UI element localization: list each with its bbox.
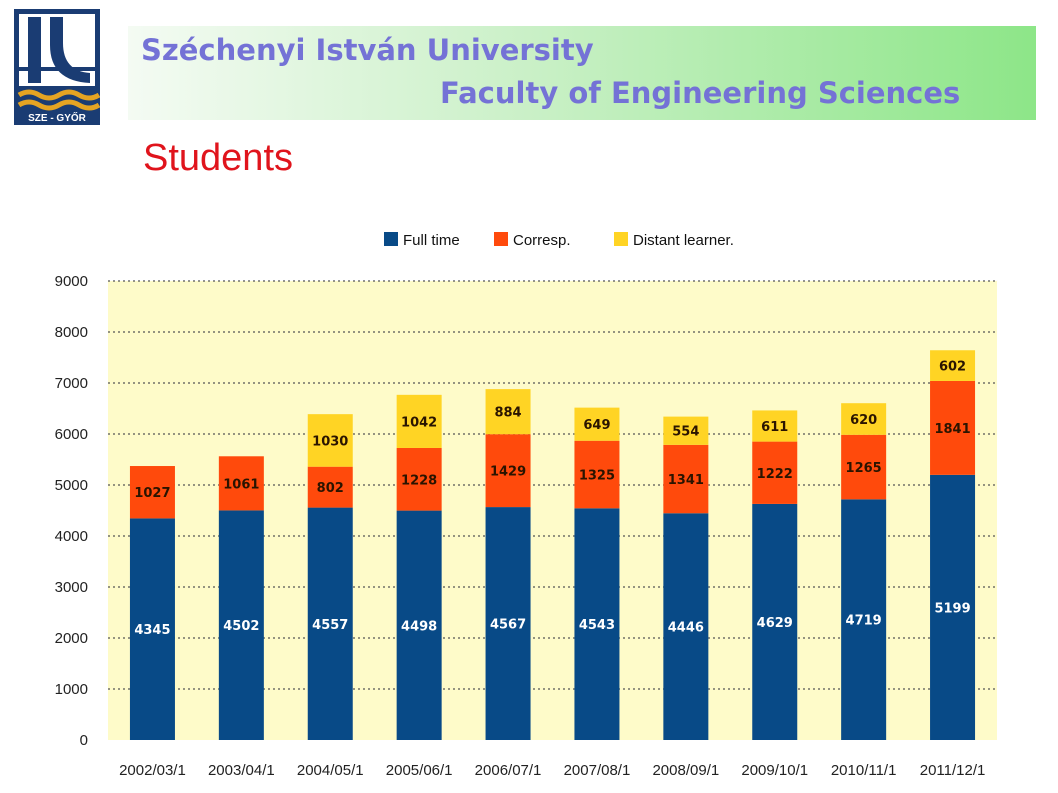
university-name: Széchenyi István University bbox=[141, 33, 594, 67]
data-label: 5199 bbox=[934, 601, 970, 616]
bars: 4345 1027 4502 1061 4557 802 1030 4498 1228 1042 4… bbox=[129, 350, 976, 740]
data-label: 1228 bbox=[401, 473, 437, 488]
y-tick-label: 8000 bbox=[55, 324, 88, 341]
bar-segment bbox=[574, 440, 620, 509]
bar-segment bbox=[574, 407, 620, 441]
legend: Full time Corresp. Distant learner. bbox=[384, 232, 734, 249]
legend-swatch bbox=[494, 232, 508, 246]
data-label: 620 bbox=[850, 413, 877, 428]
x-tick-label: 2009/10/1 bbox=[741, 762, 808, 779]
legend-swatch bbox=[384, 232, 398, 246]
data-label: 4557 bbox=[312, 618, 348, 633]
data-label: 1042 bbox=[401, 415, 437, 430]
bar-segment bbox=[752, 441, 798, 504]
bar-segment bbox=[396, 394, 442, 448]
bar-segment bbox=[396, 447, 442, 511]
legend-label: Full time bbox=[403, 232, 460, 249]
data-label: 1325 bbox=[579, 469, 615, 484]
bar-segment bbox=[485, 507, 531, 740]
data-label: 4629 bbox=[757, 616, 793, 631]
bar-segment bbox=[218, 510, 264, 740]
bar-segment bbox=[663, 444, 709, 514]
sze-gyor-logo: SZE - GYŐR bbox=[14, 9, 100, 125]
data-label: 884 bbox=[494, 406, 521, 421]
x-tick-label: 2010/11/1 bbox=[831, 762, 897, 779]
x-tick-label: 2007/08/1 bbox=[564, 762, 631, 779]
bar-segment bbox=[752, 410, 798, 442]
data-label: 4502 bbox=[223, 619, 259, 634]
header-band bbox=[128, 26, 1036, 120]
data-label: 4498 bbox=[401, 619, 437, 634]
data-label: 1841 bbox=[934, 422, 970, 437]
bar-segment bbox=[129, 466, 175, 519]
x-tick-label: 2008/09/1 bbox=[652, 762, 719, 779]
bar-segment bbox=[663, 416, 709, 445]
x-tick-label: 2011/12/1 bbox=[920, 762, 986, 779]
y-tick-label: 6000 bbox=[55, 426, 88, 443]
slide-title: Students bbox=[143, 137, 293, 179]
data-label: 4446 bbox=[668, 621, 704, 636]
data-label: 554 bbox=[672, 425, 699, 440]
data-label: 4719 bbox=[846, 614, 882, 629]
bar-segment bbox=[307, 414, 353, 467]
y-tick-label: 2000 bbox=[55, 630, 88, 647]
bar-segment bbox=[752, 503, 798, 740]
bar-segment bbox=[307, 466, 353, 508]
y-tick-label: 3000 bbox=[55, 579, 88, 596]
bar-segment bbox=[930, 380, 976, 475]
bar-segment bbox=[396, 510, 442, 740]
data-label: 1429 bbox=[490, 465, 526, 480]
data-label: 1265 bbox=[846, 461, 882, 476]
data-label: 1222 bbox=[757, 467, 793, 482]
bar-segment bbox=[841, 403, 887, 435]
faculty-name: Faculty of Engineering Sciences bbox=[440, 76, 961, 110]
x-tick-label: 2003/04/1 bbox=[208, 762, 275, 779]
y-tick-label: 4000 bbox=[55, 528, 88, 545]
bar-segment bbox=[574, 508, 620, 740]
legend-label: Corresp. bbox=[513, 232, 571, 249]
x-tick-label: 2005/06/1 bbox=[386, 762, 453, 779]
bar-segment bbox=[307, 507, 353, 740]
x-tick-label: 2002/03/1 bbox=[119, 762, 186, 779]
bar-segment bbox=[930, 474, 976, 740]
y-tick-label: 7000 bbox=[55, 375, 88, 392]
logo-text: SZE - GYŐR bbox=[28, 111, 87, 124]
y-tick-label: 1000 bbox=[55, 681, 88, 698]
data-label: 1030 bbox=[312, 434, 348, 449]
x-tick-label: 2006/07/1 bbox=[475, 762, 542, 779]
y-tick-label: 9000 bbox=[55, 273, 88, 290]
data-label: 4345 bbox=[134, 623, 170, 638]
y-tick-label: 0 bbox=[80, 732, 88, 749]
bar-segment bbox=[841, 434, 887, 500]
bar-segment bbox=[663, 513, 709, 740]
x-axis-labels: 2002/03/1 2003/04/1 2004/05/1 2005/06/1 2006… bbox=[119, 762, 985, 779]
x-tick-label: 2004/05/1 bbox=[297, 762, 364, 779]
data-label: 1341 bbox=[668, 473, 704, 488]
data-label: 4567 bbox=[490, 618, 526, 633]
bar-segment bbox=[129, 518, 175, 740]
y-axis-ticks: 0 1000 2000 3000 4000 5000 6000 7000 8000 9000 bbox=[55, 273, 88, 749]
bar-segment bbox=[485, 389, 531, 435]
legend-label: Distant learner. bbox=[633, 232, 734, 249]
data-label: 1027 bbox=[134, 486, 170, 501]
y-tick-label: 5000 bbox=[55, 477, 88, 494]
data-label: 602 bbox=[939, 360, 966, 375]
bar-segment bbox=[218, 456, 264, 511]
bar-segment bbox=[485, 434, 531, 508]
bar-segment bbox=[930, 350, 976, 381]
data-label: 611 bbox=[761, 420, 788, 435]
data-label: 4543 bbox=[579, 618, 615, 633]
data-label: 802 bbox=[317, 481, 344, 496]
bar-segment bbox=[841, 499, 887, 740]
data-label: 1061 bbox=[223, 477, 259, 492]
legend-swatch bbox=[614, 232, 628, 246]
data-label: 649 bbox=[583, 418, 610, 433]
